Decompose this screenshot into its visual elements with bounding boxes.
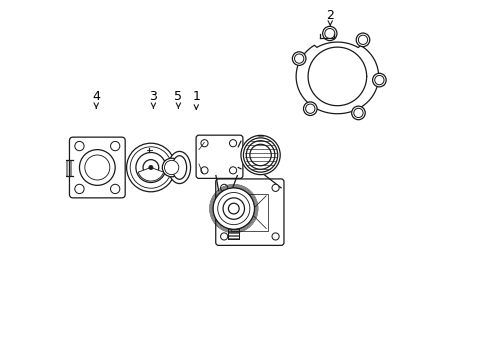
Circle shape (358, 35, 367, 45)
Circle shape (229, 140, 236, 147)
Circle shape (162, 158, 181, 177)
Ellipse shape (172, 156, 186, 179)
FancyBboxPatch shape (196, 135, 243, 179)
Text: 4: 4 (92, 90, 100, 108)
Circle shape (220, 233, 227, 240)
Circle shape (324, 28, 334, 39)
Circle shape (84, 155, 110, 180)
Circle shape (246, 141, 274, 169)
Circle shape (130, 147, 171, 188)
Circle shape (217, 193, 249, 225)
FancyBboxPatch shape (215, 179, 284, 246)
Circle shape (110, 184, 120, 194)
Circle shape (271, 184, 279, 192)
Circle shape (372, 73, 386, 87)
Circle shape (110, 141, 120, 151)
Circle shape (241, 135, 280, 175)
Circle shape (228, 203, 239, 214)
Polygon shape (307, 47, 366, 106)
Circle shape (305, 104, 314, 113)
Circle shape (351, 106, 365, 120)
Circle shape (322, 26, 336, 41)
Circle shape (353, 108, 363, 118)
Circle shape (229, 167, 236, 174)
Circle shape (292, 52, 305, 66)
Circle shape (126, 143, 175, 192)
Circle shape (143, 159, 159, 175)
Circle shape (75, 184, 84, 194)
Circle shape (148, 165, 153, 170)
Ellipse shape (168, 152, 190, 184)
Text: 2: 2 (325, 9, 333, 25)
Circle shape (201, 167, 207, 174)
Circle shape (75, 141, 84, 151)
FancyBboxPatch shape (69, 137, 125, 198)
Circle shape (164, 160, 179, 175)
Circle shape (249, 144, 271, 166)
Circle shape (220, 184, 227, 192)
Text: 1: 1 (192, 90, 200, 109)
Polygon shape (138, 167, 163, 181)
Circle shape (303, 102, 316, 116)
Text: 3: 3 (149, 90, 157, 108)
Circle shape (213, 188, 254, 229)
Circle shape (355, 33, 369, 46)
Circle shape (271, 233, 279, 240)
Circle shape (80, 150, 115, 185)
Circle shape (243, 138, 277, 172)
Text: 5: 5 (174, 90, 182, 108)
Circle shape (374, 76, 383, 85)
Circle shape (136, 153, 165, 183)
Circle shape (294, 54, 303, 63)
Circle shape (201, 140, 207, 147)
Circle shape (223, 198, 244, 219)
Polygon shape (296, 42, 378, 114)
